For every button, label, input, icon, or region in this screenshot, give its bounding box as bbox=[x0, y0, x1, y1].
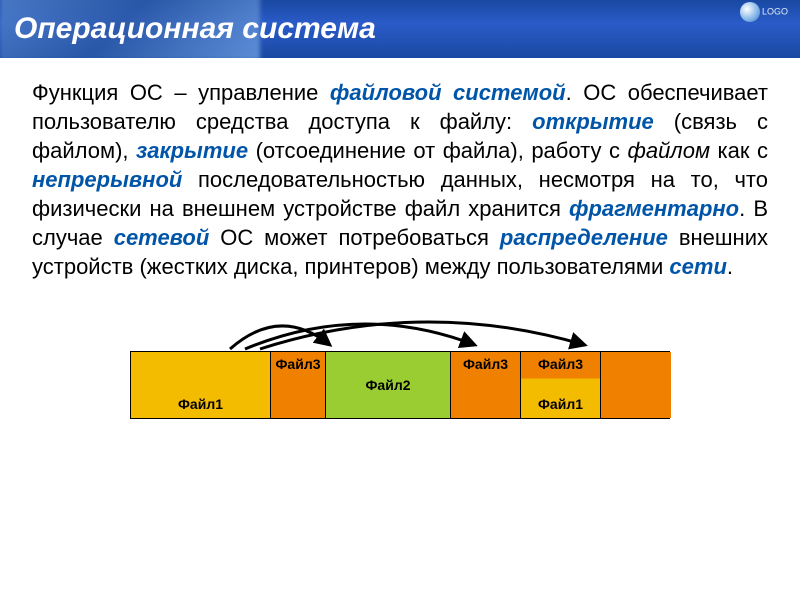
em-fragmented: фрагментарно bbox=[569, 196, 739, 221]
em-continuous: непрерывной bbox=[32, 167, 182, 192]
logo-text: LOGO bbox=[762, 6, 788, 16]
paragraph-text: Функция ОС – управление файловой системо… bbox=[32, 78, 768, 281]
em-close: закрытие bbox=[136, 138, 248, 163]
file-segment-0: Файл1 bbox=[131, 352, 271, 418]
file-seg-bottom-label: Файл1 bbox=[521, 396, 600, 412]
file-seg-label: Файл3 bbox=[451, 356, 520, 372]
file-segment-1: Файл3 bbox=[271, 352, 326, 418]
diagram-arrows bbox=[130, 295, 670, 355]
txt: Функция ОС – управление bbox=[32, 80, 330, 105]
em-network: сетевой bbox=[114, 225, 210, 250]
txt: ОС может потребоваться bbox=[209, 225, 500, 250]
slide-title: Операционная система bbox=[14, 12, 376, 46]
file-seg-label: Файл3 bbox=[271, 356, 325, 372]
fragmentation-diagram: Файл1Файл3Файл2Файл3Файл3Файл1 bbox=[130, 295, 670, 419]
em-net: сети bbox=[669, 254, 726, 279]
txt: . bbox=[727, 254, 733, 279]
globe-icon bbox=[740, 2, 760, 22]
em-file: файлом bbox=[627, 138, 710, 163]
slide-header: Операционная система LOGO bbox=[0, 0, 800, 58]
file-seg-label: Файл1 bbox=[131, 396, 270, 412]
logo: LOGO bbox=[740, 2, 788, 22]
arrow-2 bbox=[260, 322, 585, 349]
txt: как с bbox=[710, 138, 768, 163]
txt: (отсоединение от файла), работу с bbox=[248, 138, 627, 163]
file-segment-5 bbox=[601, 352, 671, 418]
body-paragraph: Функция ОС – управление файловой системо… bbox=[0, 58, 800, 281]
em-allocation: распределение bbox=[500, 225, 668, 250]
file-segment-3: Файл3 bbox=[451, 352, 521, 418]
file-bar: Файл1Файл3Файл2Файл3Файл3Файл1 bbox=[130, 351, 670, 419]
file-seg-top-label: Файл3 bbox=[521, 356, 600, 372]
file-segment-4: Файл3 Файл1 bbox=[521, 352, 601, 418]
em-file-system: файловой системой bbox=[330, 80, 566, 105]
file-segment-2: Файл2 bbox=[326, 352, 451, 418]
em-open: открытие bbox=[532, 109, 654, 134]
